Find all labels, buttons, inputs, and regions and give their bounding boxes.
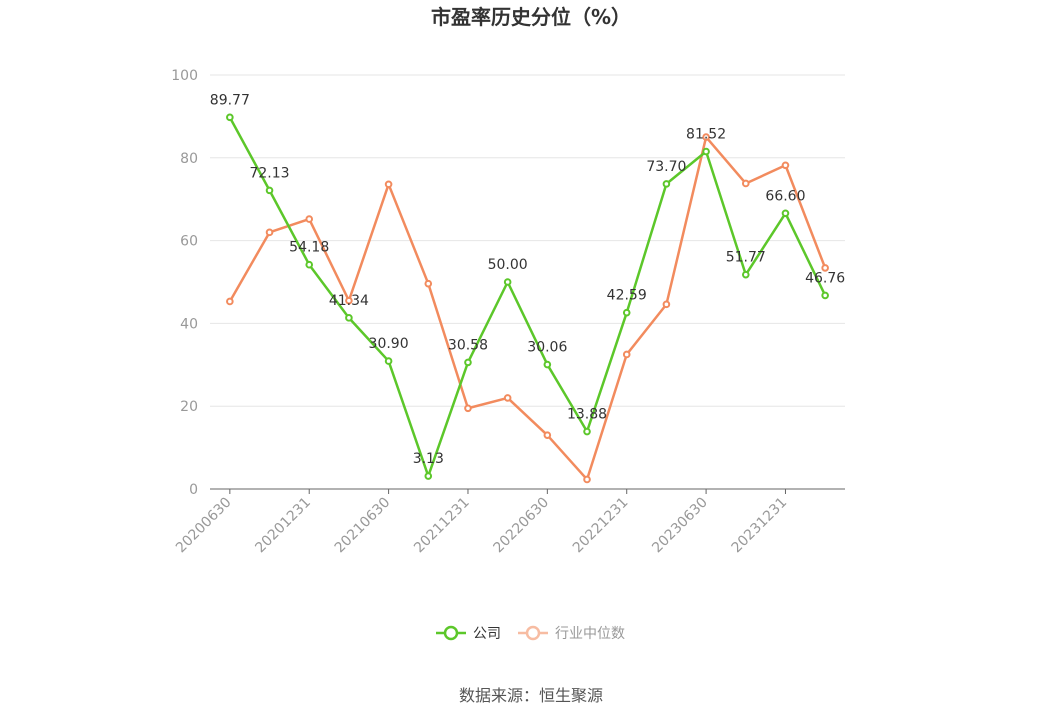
data-label: 89.77 xyxy=(210,92,250,108)
data-point xyxy=(583,427,591,436)
data-source: 数据来源：恒生聚源 xyxy=(459,686,603,705)
data-label: 72.13 xyxy=(249,165,289,181)
data-point xyxy=(265,228,274,237)
y-tick-label: 40 xyxy=(180,316,198,332)
data-point xyxy=(305,260,314,269)
x-tick-label: 20201231 xyxy=(252,495,314,557)
x-tick-label: 20220630 xyxy=(490,495,552,557)
data-point xyxy=(543,360,552,369)
data-point xyxy=(464,404,472,413)
data-point xyxy=(464,358,472,367)
data-label: 30.90 xyxy=(369,336,409,352)
data-label: 51.77 xyxy=(726,250,766,266)
x-axis: 20200630 20201231 20210630 20211231 20220630… xyxy=(173,488,845,557)
series-line-1 xyxy=(228,135,827,481)
y-tick-label: 80 xyxy=(180,151,198,167)
data-point xyxy=(622,350,631,359)
data-point xyxy=(345,314,353,322)
data-point xyxy=(543,431,552,439)
data-point xyxy=(662,300,671,309)
data-point xyxy=(662,180,671,188)
data-point xyxy=(384,180,393,189)
data-point xyxy=(821,264,829,272)
data-label: 30.06 xyxy=(527,340,567,356)
legend-item-1[interactable]: 行业中位数 xyxy=(518,625,625,642)
data-point xyxy=(424,472,433,480)
x-tick-label: 20231231 xyxy=(729,495,791,557)
data-label: 66.60 xyxy=(765,188,805,204)
data-label: 54.18 xyxy=(289,240,329,256)
data-point xyxy=(424,279,433,288)
data-label: 42.59 xyxy=(607,288,647,304)
legend-marker xyxy=(443,625,459,641)
x-tick-label: 20211231 xyxy=(411,495,473,557)
data-point xyxy=(741,270,750,279)
data-label: 46.76 xyxy=(805,270,845,286)
data-point xyxy=(781,161,790,170)
legend-label: 公司 xyxy=(473,626,501,642)
x-tick-label: 20230630 xyxy=(649,495,711,557)
x-tick-label: 20221231 xyxy=(570,495,632,557)
data-point xyxy=(622,308,631,317)
data-point xyxy=(583,475,591,484)
data-label: 73.70 xyxy=(646,159,686,175)
y-tick-label: 100 xyxy=(171,68,198,84)
y-tick-label: 20 xyxy=(180,399,198,415)
y-axis: 0 20 40 60 80 100 xyxy=(171,68,198,498)
legend-item-0[interactable]: 公司 xyxy=(436,625,501,642)
legend-marker xyxy=(525,625,541,641)
data-label: 50.00 xyxy=(488,257,528,273)
data-point xyxy=(702,133,710,141)
data-label: 30.58 xyxy=(448,337,488,353)
data-point xyxy=(821,291,829,300)
series-line-0 xyxy=(228,116,827,478)
series-lines xyxy=(228,116,827,481)
data-label: 13.88 xyxy=(567,407,607,423)
y-tick-label: 60 xyxy=(180,234,198,250)
x-tick-label: 20210630 xyxy=(332,495,394,557)
data-label: 3.13 xyxy=(413,451,444,467)
data-labels: 89.77 72.13 54.18 41.34 30.90 3.13 30.58 50.00 3… xyxy=(210,92,845,467)
data-point xyxy=(384,357,393,365)
data-point xyxy=(503,278,512,286)
data-point xyxy=(345,296,353,305)
data-point xyxy=(226,297,234,306)
data-point xyxy=(265,186,274,195)
chart-title: 市盈率历史分位（%） xyxy=(431,5,631,29)
legend[interactable]: 公司 行业中位数 xyxy=(436,625,625,642)
data-point xyxy=(702,147,710,156)
y-tick-label: 0 xyxy=(189,482,198,498)
grid xyxy=(210,74,845,407)
data-point xyxy=(305,215,314,223)
x-tick-label: 20200630 xyxy=(173,495,235,557)
series-points xyxy=(226,113,829,484)
data-point xyxy=(226,113,234,122)
data-label: 81.52 xyxy=(686,127,726,143)
data-point xyxy=(503,394,512,402)
data-point xyxy=(741,179,750,188)
data-label: 41.34 xyxy=(329,293,369,309)
data-point xyxy=(781,209,790,218)
legend-label: 行业中位数 xyxy=(555,626,625,642)
